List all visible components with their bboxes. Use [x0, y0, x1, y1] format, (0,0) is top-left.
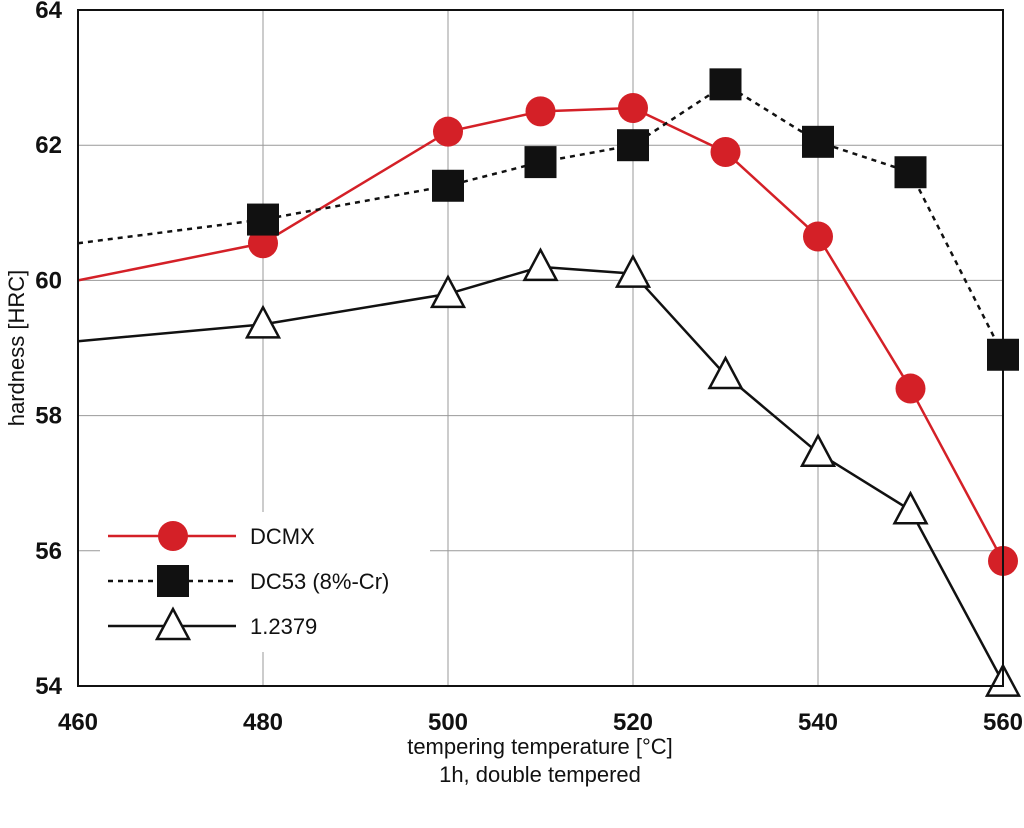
y-tick-label: 58 [35, 403, 62, 430]
x-axis-label: tempering temperature [°C] [407, 734, 673, 759]
data-point-circle [618, 93, 648, 124]
x-axis-sublabel: 1h, double tempered [439, 762, 641, 787]
legend-label: DC53 (8%-Cr) [250, 569, 389, 594]
plot-frame [77, 9, 1004, 687]
legend-label: 1.2379 [250, 614, 317, 639]
data-point-square [432, 169, 464, 202]
data-point-triangle [799, 433, 837, 468]
x-tick-label: 500 [428, 709, 468, 736]
x-tick-label: 560 [983, 709, 1023, 736]
y-tick-label: 62 [35, 132, 62, 159]
data-point-square [617, 129, 649, 162]
data-point-square [709, 68, 742, 101]
data-point-circle [710, 136, 741, 167]
data-point-triangle [154, 606, 192, 641]
y-tick-label: 54 [35, 673, 62, 700]
data-point-circle [158, 521, 188, 551]
data-point-circle [803, 221, 833, 252]
legend: DCMX DC53 (8%-Cr) 1.2379 [100, 512, 430, 652]
data-point-square [157, 565, 189, 597]
data-point-circle [248, 228, 278, 259]
data-point-square [524, 146, 557, 179]
x-tick-label: 480 [243, 709, 283, 736]
y-tick-label: 60 [35, 267, 62, 294]
data-point-square [802, 125, 834, 158]
data-point-triangle [244, 304, 282, 339]
data-point-triangle [892, 490, 929, 525]
data-point-triangle [614, 253, 652, 288]
x-tick-label: 520 [613, 709, 653, 736]
tick-labels: 460 480 500 520 540 560 54 56 58 60 62 64 [35, 0, 1023, 736]
data-point-triangle [429, 274, 467, 309]
data-point-circle [433, 116, 463, 147]
y-axis-label: hardness [HRC] [4, 270, 29, 427]
data-point-triangle [707, 355, 744, 390]
data-point-square [247, 203, 279, 236]
x-tick-label: 460 [58, 709, 98, 736]
data-point-triangle [522, 247, 559, 282]
data-point-circle [525, 96, 556, 127]
series-lines [77, 68, 1022, 697]
y-tick-label: 64 [35, 0, 62, 24]
y-tick-label: 56 [35, 538, 62, 565]
x-tick-label: 540 [798, 709, 838, 736]
data-point-circle [895, 373, 926, 404]
legend-label: DCMX [250, 524, 315, 549]
data-point-square [894, 156, 927, 189]
